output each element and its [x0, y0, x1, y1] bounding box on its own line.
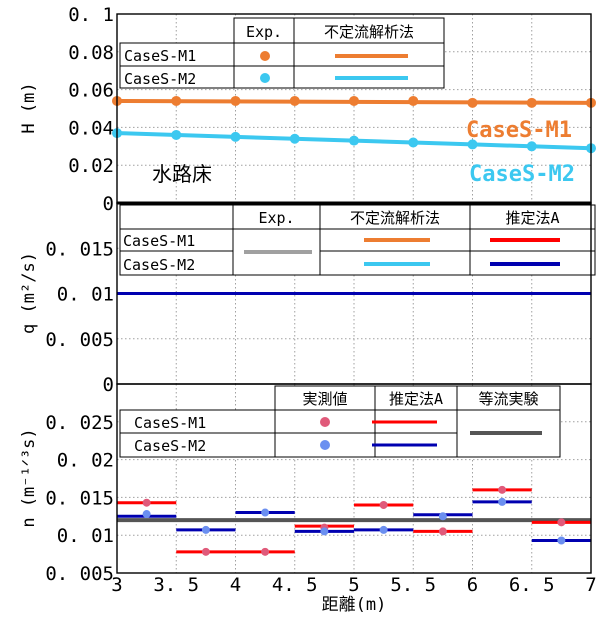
legend-row-label: CaseS-M2: [123, 256, 195, 274]
legend-header: 等流実験: [478, 390, 538, 408]
legend-header: 不定流解析法: [324, 23, 414, 41]
legend-marker-m1: [320, 417, 330, 427]
y-tick-label: 0. 01: [57, 284, 114, 306]
data-point-m1: [349, 95, 359, 106]
y-tick-label: 0. 01: [57, 525, 114, 547]
measured-point-m1: [498, 485, 507, 494]
y-tick-label: 0: [103, 374, 114, 396]
x-tick-label: 6: [467, 574, 478, 596]
legend-row-label: CaseS-M1: [123, 232, 195, 250]
measured-point-m1: [201, 547, 210, 556]
y-tick-label: 0. 025: [45, 412, 114, 434]
legend-header: 実測値: [302, 390, 347, 408]
legend-header: 不定流解析法: [350, 209, 440, 227]
legend-marker-m1: [260, 51, 270, 61]
y-tick-label: 0. 02: [57, 450, 114, 472]
x-tick-label: 6. 5: [509, 574, 555, 596]
measured-point-m1: [142, 498, 151, 507]
measured-point-m2: [261, 508, 270, 517]
data-point-m1: [467, 97, 478, 108]
legend-header: 推定法A: [505, 209, 559, 227]
measured-point-m2: [438, 512, 447, 521]
y-axis-label: H (m): [19, 82, 39, 133]
y-tick-label: 0. 015: [45, 238, 114, 260]
x-tick-label: 3: [111, 574, 122, 596]
y-tick-label: 0. 015: [45, 487, 114, 509]
y-tick-label: 0.04: [68, 117, 114, 139]
data-point-m1: [171, 95, 182, 106]
data-point-m2: [349, 135, 359, 146]
x-tick-label: 5: [348, 574, 359, 596]
legend-row-label: CaseS-M2: [124, 70, 196, 88]
y-tick-label: 0.08: [68, 42, 114, 64]
measured-point-m2: [142, 510, 151, 519]
data-point-m1: [289, 95, 300, 106]
series-label-m2: CaseS-M2: [469, 162, 575, 187]
y-tick-label: 0.06: [68, 80, 114, 102]
x-axis-label: 距離(m): [322, 595, 387, 614]
channel-bed-label: 水路床: [152, 162, 212, 186]
y-tick-label: 0: [103, 193, 114, 215]
measured-point-m1: [438, 527, 447, 536]
x-tick-label: 4: [230, 574, 241, 596]
measured-point-m1: [261, 547, 270, 556]
legend-header: Exp.: [246, 23, 282, 41]
data-point-m2: [467, 139, 478, 150]
y-axis-label: q (m²/s): [19, 252, 39, 334]
x-tick-label: 4. 5: [272, 574, 318, 596]
series-label-m1: CaseS-M1: [466, 118, 572, 143]
legend-header: Exp.: [258, 209, 294, 227]
measured-point-m2: [379, 525, 388, 534]
legend-marker-m2: [320, 440, 330, 450]
data-point-m1: [230, 95, 241, 106]
x-tick-label: 5. 5: [390, 574, 436, 596]
legend-row-label: CaseS-M1: [124, 47, 196, 65]
data-point-m2: [526, 141, 537, 152]
measured-point-m2: [320, 527, 329, 536]
data-point-m2: [408, 137, 419, 148]
y-tick-label: 0. 005: [45, 329, 114, 351]
data-point-m2: [230, 131, 241, 142]
plot-frame: [116, 383, 592, 574]
measured-point-m2: [557, 536, 566, 545]
y-tick-label: 0.02: [68, 155, 114, 177]
legend-row-label: CaseS-M1: [134, 414, 206, 432]
measured-point-m1: [557, 518, 566, 527]
measured-point-m2: [201, 525, 210, 534]
measured-point-m1: [379, 500, 388, 509]
legend-header-box: [274, 385, 561, 411]
data-point-m2: [289, 133, 300, 144]
data-point-m1: [526, 97, 537, 108]
y-tick-label: 0. 1: [68, 4, 114, 26]
legend-marker-m2: [260, 73, 270, 83]
legend-header: 推定法A: [389, 390, 443, 408]
data-point-m1: [408, 95, 419, 106]
y-tick-label: 0. 005: [45, 563, 114, 585]
legend-row-label: CaseS-M2: [134, 437, 206, 455]
data-point-m2: [171, 129, 182, 140]
y-axis-label: n (m⁻¹ᐟ³s): [19, 428, 39, 527]
legend-header-box: [233, 17, 445, 44]
measured-point-m2: [498, 497, 507, 506]
x-tick-label: 3. 5: [153, 574, 199, 596]
x-tick-label: 7: [585, 574, 596, 596]
